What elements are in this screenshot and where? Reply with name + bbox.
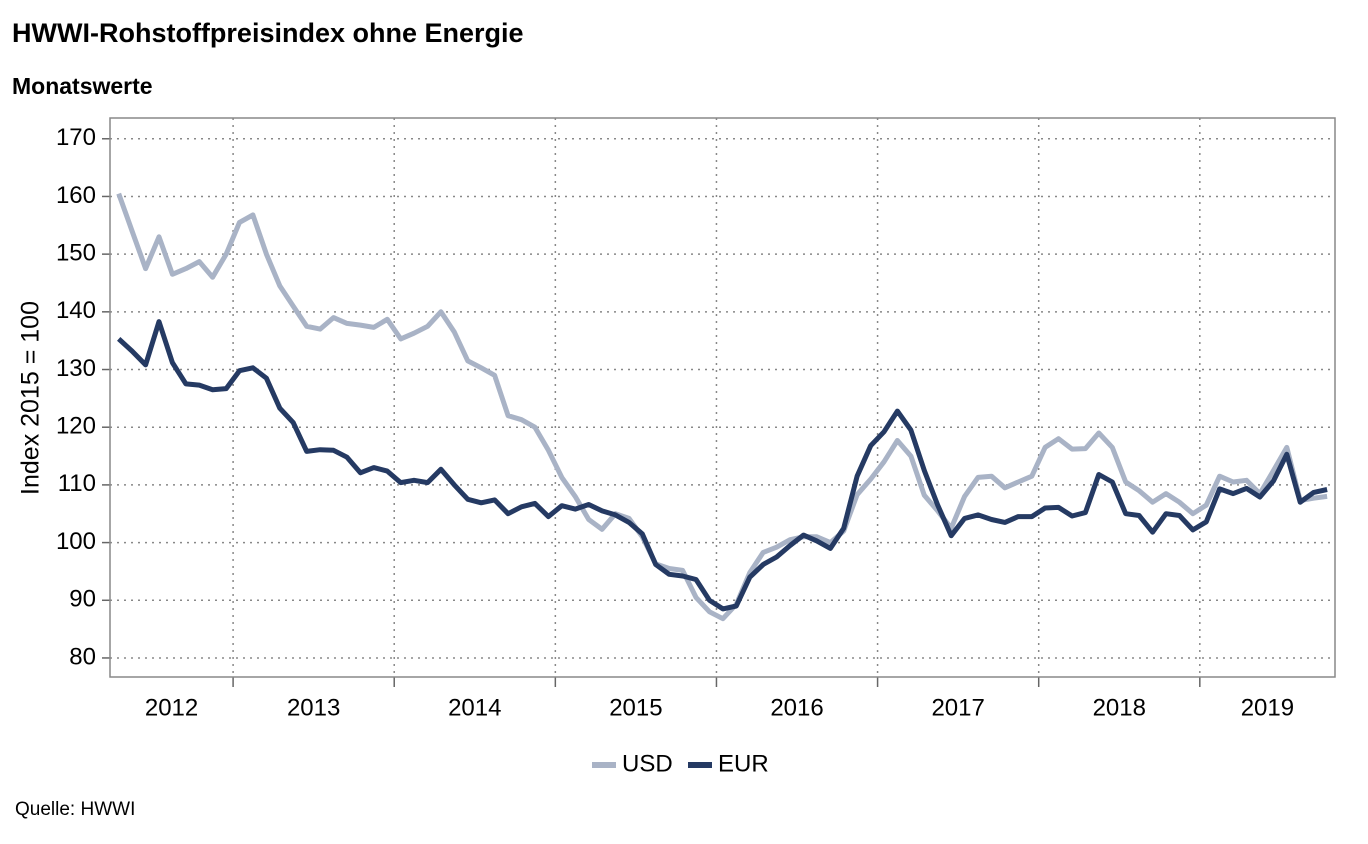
y-tick-label: 150 bbox=[56, 239, 96, 266]
legend-label: USD bbox=[622, 750, 673, 777]
y-tick-label: 130 bbox=[56, 355, 96, 382]
y-axis-label: Index 2015 = 100 bbox=[17, 301, 45, 495]
y-tick-label: 120 bbox=[56, 413, 96, 440]
x-tick-label: 2012 bbox=[145, 694, 198, 721]
x-tick-label: 2016 bbox=[770, 694, 823, 721]
chart-subtitle: Monatswerte bbox=[12, 73, 153, 99]
x-tick-label: 2017 bbox=[931, 694, 984, 721]
y-tick-label: 110 bbox=[58, 470, 96, 497]
x-tick-label: 2019 bbox=[1241, 694, 1294, 721]
x-tick-label: 2013 bbox=[287, 694, 340, 721]
line-series bbox=[116, 192, 1328, 622]
legend-label: EUR bbox=[718, 750, 769, 777]
y-tick-label: 160 bbox=[56, 182, 96, 209]
y-tick-label: 80 bbox=[69, 643, 96, 670]
x-tick-label: 2015 bbox=[609, 694, 662, 721]
x-tick-label: 2018 bbox=[1093, 694, 1146, 721]
source: Quelle: HWWI bbox=[15, 799, 135, 820]
y-tick-label: 100 bbox=[56, 528, 96, 555]
x-tick-label: 2014 bbox=[448, 694, 501, 721]
plot-frame bbox=[109, 117, 1336, 678]
y-tick-label: 90 bbox=[69, 586, 96, 613]
y-tick-label: 140 bbox=[56, 297, 96, 324]
chart-title: HWWI-Rohstoffpreisindex ohne Energie bbox=[12, 18, 524, 48]
y-tick-label: 170 bbox=[56, 124, 96, 151]
line-series bbox=[117, 319, 1328, 612]
